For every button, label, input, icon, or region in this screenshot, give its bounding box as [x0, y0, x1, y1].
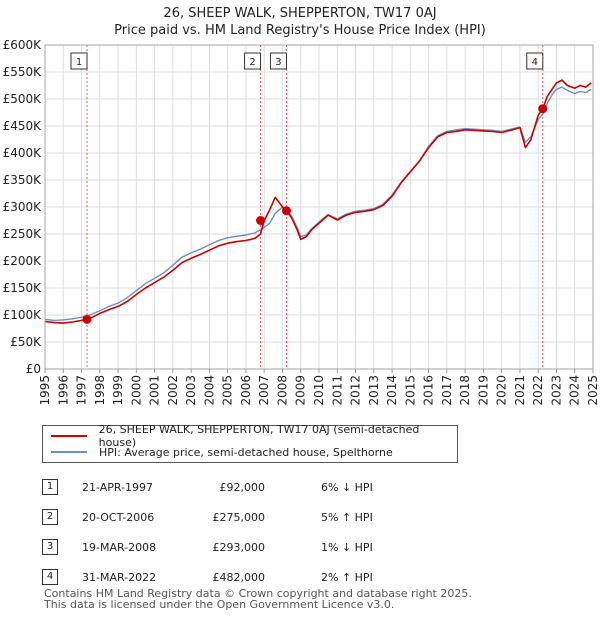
series-lines: [44, 79, 592, 324]
chart-subtitle: Price paid vs. HM Land Registry's House …: [114, 23, 486, 38]
sale-marker-box: [244, 52, 262, 70]
y-tick-label: £600K: [3, 38, 43, 52]
sale-number: 2: [42, 509, 58, 525]
x-axis-ticks: 1995 1996 1997 1998 1999 2000 2001 2002 2003 2004…: [38, 369, 600, 406]
x-tick-label: 1995: [38, 375, 52, 406]
x-tick-label: 2001: [148, 375, 162, 406]
sale-marker-box: [269, 52, 287, 70]
x-tick-label: 2005: [221, 375, 235, 406]
legend-hpi: HPI: Average price, semi-detached house,…: [51, 444, 393, 460]
legend-hpi-swatch: [51, 451, 87, 453]
legend-hpi-label: HPI: Average price, semi-detached house,…: [99, 445, 393, 459]
transactions-table: 1 21-APR-1997 £92,000 6% ↓ HPI 2 20-OCT-…: [42, 472, 373, 592]
sale-marker-label: 3: [275, 57, 281, 68]
y-tick-label: £150K: [3, 281, 43, 295]
sale-hpi-diff: 2% ↑ HPI: [321, 570, 373, 584]
x-tick-label: 2017: [440, 375, 454, 406]
x-tick-label: 1998: [93, 375, 107, 406]
sale-number: 4: [42, 569, 58, 585]
y-axis-ticks: £0 £50K £100K £150K £200K £250K £300K £350K £400…: [3, 38, 43, 376]
x-tick-label: 2010: [312, 375, 326, 406]
footer: Contains HM Land Registry data © Crown c…: [44, 588, 472, 610]
x-tick-label: 2022: [531, 375, 545, 406]
x-tick-label: 2006: [239, 375, 253, 406]
x-tick-label: 1996: [56, 375, 70, 406]
sale-point: [281, 206, 291, 216]
y-tick-label: £350K: [3, 173, 43, 187]
x-tick-label: 2003: [184, 375, 198, 406]
table-row: 4 31-MAR-2022 £482,000 2% ↑ HPI: [42, 562, 373, 592]
plot-border: [44, 44, 594, 370]
price-chart: 1 2 3 4 £0 £50K £100K £150K £200K £250K £300K £350…: [3, 38, 600, 406]
chart-title: 26, SHEEP WALK, SHEPPERTON, TW17 0AJ: [163, 6, 437, 21]
y-tick-label: £450K: [3, 119, 43, 133]
hpi-line: [44, 86, 592, 322]
table-row: 2 20-OCT-2006 £275,000 5% ↑ HPI: [42, 502, 373, 532]
sale-marker-label: 1: [76, 57, 82, 68]
y-tick-label: £0: [26, 362, 41, 376]
sale-marker-box: [70, 52, 88, 70]
y-tick-label: £100K: [3, 308, 43, 322]
sale-marker-box: [526, 52, 544, 70]
sale-price: £275,000: [212, 510, 266, 524]
y-tick-label: £550K: [3, 65, 43, 79]
sale-hpi-diff: 1% ↓ HPI: [321, 540, 373, 554]
legend-property: 26, SHEEP WALK, SHEPPERTON, TW17 0AJ (se…: [51, 423, 457, 449]
x-tick-label: 2020: [495, 375, 509, 406]
x-tick-label: 1997: [75, 375, 89, 406]
sale-hpi-diff: 5% ↑ HPI: [321, 510, 373, 524]
sale-number: 3: [42, 539, 58, 555]
sale-date: 19-MAR-2008: [82, 540, 157, 554]
sale-point: [256, 216, 266, 225]
legend: 26, SHEEP WALK, SHEPPERTON, TW17 0AJ (se…: [42, 423, 458, 463]
table-row: 1 21-APR-1997 £92,000 6% ↓ HPI: [42, 472, 373, 502]
y-tick-label: £50K: [10, 335, 42, 349]
x-tick-label: 2021: [513, 375, 527, 406]
y-tick-label: £500K: [3, 92, 43, 106]
sale-number: 1: [42, 479, 58, 495]
x-tick-label: 1999: [111, 375, 125, 406]
x-tick-label: 2004: [202, 375, 216, 406]
sale-point: [538, 104, 548, 114]
legend-property-label: 26, SHEEP WALK, SHEPPERTON, TW17 0AJ (se…: [98, 423, 420, 449]
sale-date: 21-APR-1997: [82, 480, 154, 494]
x-tick-label: 2002: [166, 375, 180, 406]
x-tick-label: 2013: [367, 375, 381, 406]
y-tick-label: £200K: [3, 254, 43, 268]
sale-points: [82, 104, 548, 324]
x-tick-label: 2023: [549, 375, 563, 406]
footer-copyright: Contains HM Land Registry data © Crown c…: [44, 587, 472, 600]
sale-hpi-diff: 6% ↓ HPI: [321, 480, 373, 494]
property-price-line: [44, 79, 592, 324]
sale-marker-label: 2: [249, 57, 255, 68]
x-tick-label: 2025: [586, 375, 600, 406]
x-tick-label: 2024: [568, 375, 582, 406]
x-tick-label: 2008: [275, 375, 289, 406]
x-tick-label: 2012: [349, 375, 363, 406]
x-tick-label: 2007: [257, 375, 271, 406]
legend-property-swatch: [51, 435, 87, 437]
y-tick-label: £250K: [3, 227, 43, 241]
table-row: 3 19-MAR-2008 £293,000 1% ↓ HPI: [42, 532, 373, 562]
footer-license: This data is licensed under the Open Gov…: [44, 598, 395, 611]
x-tick-label: 2016: [422, 375, 436, 406]
sale-price: £92,000: [219, 480, 266, 494]
grid: [44, 44, 594, 370]
sale-date: 20-OCT-2006: [82, 510, 155, 524]
x-tick-label: 2011: [330, 375, 344, 406]
x-tick-label: 2015: [403, 375, 417, 406]
sale-date: 31-MAR-2022: [82, 570, 157, 584]
sale-marker-label: 4: [532, 57, 538, 68]
x-tick-label: 2014: [385, 375, 399, 406]
x-tick-label: 2019: [476, 375, 490, 406]
y-tick-label: £300K: [3, 200, 43, 214]
x-tick-label: 2000: [129, 375, 143, 406]
x-tick-label: 2009: [294, 375, 308, 406]
sale-price: £293,000: [212, 540, 266, 554]
y-tick-label: £400K: [3, 146, 43, 160]
sale-price: £482,000: [212, 570, 266, 584]
sale-point: [82, 314, 92, 324]
x-tick-label: 2018: [458, 375, 472, 406]
